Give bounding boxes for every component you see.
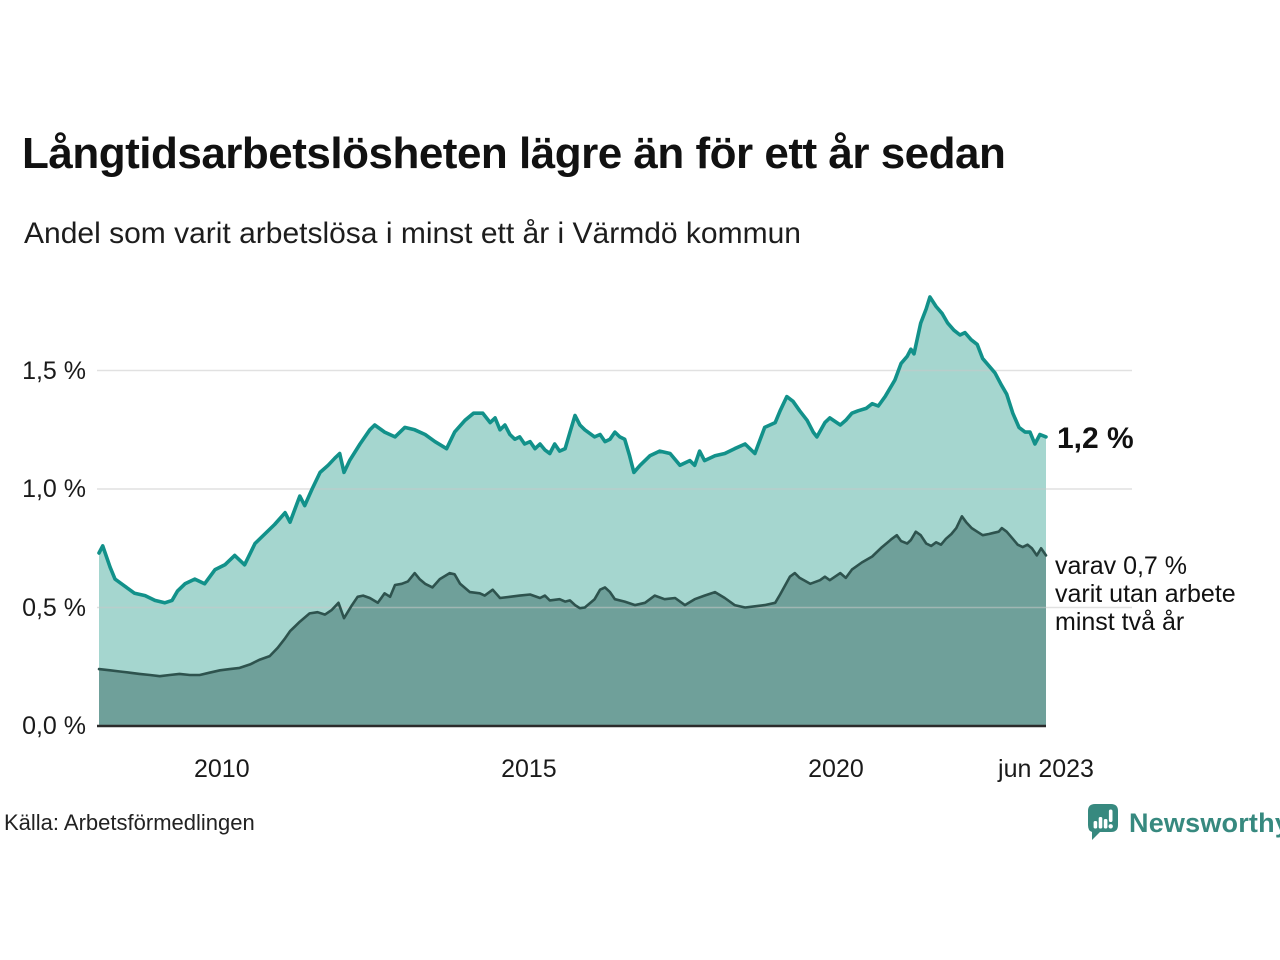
newsworthy-wordmark: Newsworthy (1129, 807, 1280, 838)
secondary-series-label: varav 0,7 % varit utan arbete minst två … (1055, 552, 1236, 636)
newsworthy-logo: Newsworthy (1086, 802, 1280, 844)
page-subtitle: Andel som varit arbetslösa i minst ett å… (24, 217, 801, 250)
source-note: Källa: Arbetsförmedlingen (4, 810, 255, 835)
secondary-series-label-line3: minst två år (1055, 608, 1185, 636)
page-title: Långtidsarbetslösheten lägre än för ett … (22, 129, 1006, 178)
latest-value-label: 1,2 % (1057, 422, 1134, 455)
series-line-2 (97, 515, 1048, 678)
secondary-series-label-line1: varav 0,7 % (1055, 552, 1188, 580)
series-line-1 (97, 295, 1048, 605)
area-fill-series-2 (99, 516, 1046, 726)
secondary-series-label-line2: varit utan arbete (1055, 580, 1236, 608)
newsworthy-icon (1088, 804, 1118, 840)
